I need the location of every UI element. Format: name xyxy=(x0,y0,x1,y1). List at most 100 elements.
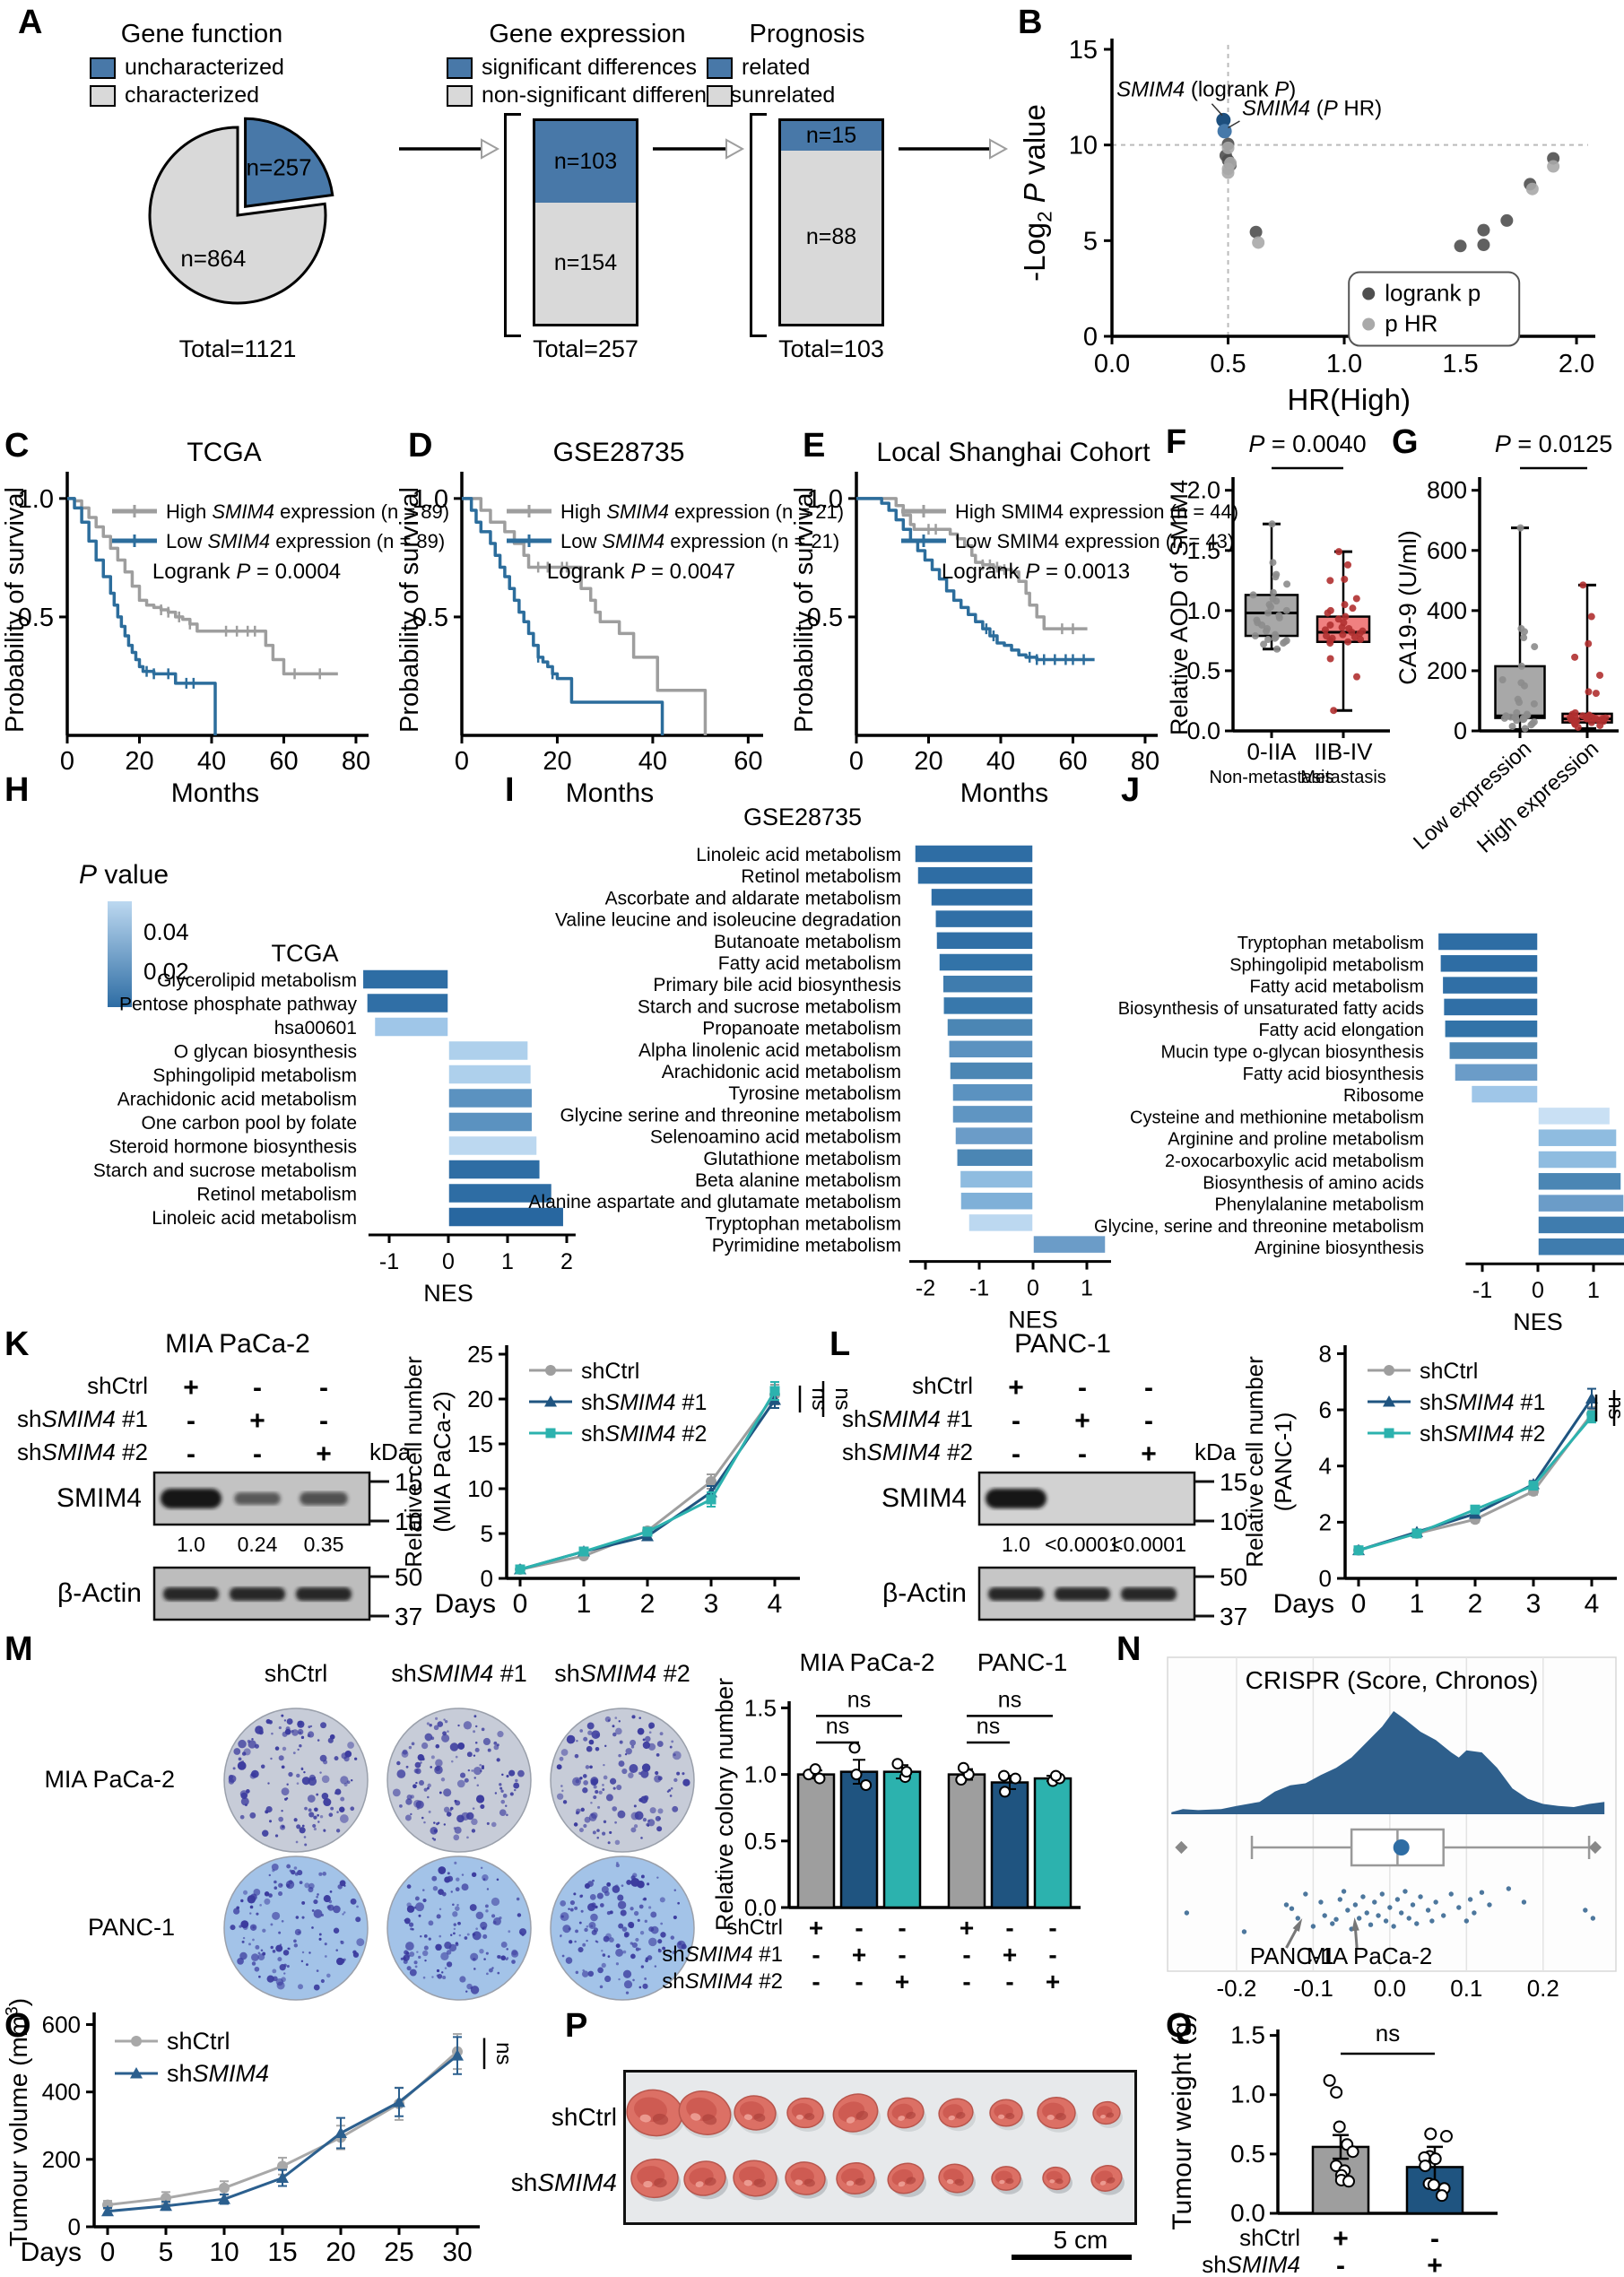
svg-text:ns: ns xyxy=(1621,1396,1624,1419)
svg-text:shCtrl: shCtrl xyxy=(1239,2224,1300,2251)
svg-text:MIA PaCa-2: MIA PaCa-2 xyxy=(44,1766,175,1793)
panel-label-p: P xyxy=(565,2007,588,2045)
svg-text:Linoleic acid metabolism: Linoleic acid metabolism xyxy=(696,845,901,865)
svg-text:-: - xyxy=(253,1373,262,1403)
svg-text:P = 0.0040: P = 0.0040 xyxy=(1248,430,1366,457)
svg-text:(MIA PaCa-2): (MIA PaCa-2) xyxy=(429,1391,456,1533)
svg-text:High SMIM4 expression (n = 44): High SMIM4 expression (n = 44) xyxy=(955,500,1238,523)
svg-text:-: - xyxy=(855,1914,863,1942)
svg-text:25: 25 xyxy=(384,2238,413,2267)
svg-text:shSMIM4 #1: shSMIM4 #1 xyxy=(17,1405,148,1432)
stacked-bar-segment: n=15 xyxy=(781,121,881,151)
gene-function-pie: n=257 n=864 xyxy=(148,117,334,305)
panel-label-k: K xyxy=(4,1325,30,1363)
svg-text:15: 15 xyxy=(1069,36,1098,65)
svg-text:200: 200 xyxy=(1427,657,1467,684)
svg-text:Arginine and proline metabolis: Arginine and proline metabolism xyxy=(1168,1130,1424,1150)
svg-text:Butanoate metabolism: Butanoate metabolism xyxy=(714,932,901,952)
hr-pvalue-scatter: 0.0 0.5 1.0 1.5 2.0 0 5 10 15 HR(High) -Log2​ P va… xyxy=(1018,36,1595,416)
svg-text:Propanoate metabolism: Propanoate metabolism xyxy=(702,1019,901,1039)
panel-label-o: O xyxy=(4,2007,31,2045)
legend-item: unrelated xyxy=(707,82,835,109)
svg-text:Months: Months xyxy=(960,778,1048,808)
svg-text:Glutathione metabolism: Glutathione metabolism xyxy=(703,1149,901,1169)
svg-text:SMIM4 (logrank P): SMIM4 (logrank P) xyxy=(1116,77,1296,101)
svg-text:1.0: 1.0 xyxy=(177,1533,205,1556)
svg-text:Biosynthesis of amino acids: Biosynthesis of amino acids xyxy=(1203,1173,1424,1193)
svg-text:80: 80 xyxy=(342,747,370,776)
svg-text:Low SMIM4 expression (n = 43): Low SMIM4 expression (n = 43) xyxy=(955,530,1234,552)
svg-text:ns: ns xyxy=(1376,2020,1400,2047)
svg-text:0: 0 xyxy=(455,747,469,776)
svg-text:15: 15 xyxy=(267,2238,297,2267)
svg-text:Fatty acid elongation: Fatty acid elongation xyxy=(1258,1021,1424,1040)
svg-text:+: + xyxy=(1003,1941,1017,1968)
svg-text:10: 10 xyxy=(209,2238,239,2267)
svg-text:1.5: 1.5 xyxy=(1186,537,1220,564)
nes-chart-cohort: Tryptophan metabolism Sphingolipid metabo… xyxy=(1094,932,1624,1335)
svg-text:0: 0 xyxy=(1027,1276,1039,1301)
svg-text:logrank p: logrank p xyxy=(1385,280,1481,307)
svg-text:-: - xyxy=(1144,1406,1153,1436)
svg-text:1.5: 1.5 xyxy=(1442,350,1478,378)
svg-text:2: 2 xyxy=(1468,1589,1483,1619)
svg-text:Months: Months xyxy=(171,778,259,808)
svg-text:-: - xyxy=(1336,2251,1345,2277)
svg-text:5: 5 xyxy=(1083,227,1098,256)
svg-text:Ascorbate and aldarate metabol: Ascorbate and aldarate metabolism xyxy=(605,888,901,908)
svg-text:0.5: 0.5 xyxy=(1230,2140,1265,2168)
svg-text:+: + xyxy=(1046,1968,1060,1995)
svg-text:80: 80 xyxy=(1131,747,1159,776)
svg-text:1.0: 1.0 xyxy=(18,485,54,514)
svg-text:20: 20 xyxy=(326,2238,355,2267)
svg-text:-: - xyxy=(1078,1439,1087,1469)
svg-text:NES: NES xyxy=(1513,1308,1563,1335)
svg-text:1: 1 xyxy=(1081,1276,1093,1301)
svg-text:Probability of survival: Probability of survival xyxy=(1,487,30,733)
svg-text:3: 3 xyxy=(1526,1589,1541,1619)
svg-text:p HR: p HR xyxy=(1385,310,1437,337)
svg-text:shCtrl: shCtrl xyxy=(581,1359,639,1384)
svg-text:TCGA: TCGA xyxy=(187,438,261,467)
svg-text:ns: ns xyxy=(826,1714,849,1739)
gene-function-title: Gene function xyxy=(120,20,283,48)
panel-label-h: H xyxy=(4,771,30,809)
svg-text:40: 40 xyxy=(986,747,1015,776)
svg-text:0.5: 0.5 xyxy=(18,604,54,632)
svg-text:β-Actin: β-Actin xyxy=(57,1578,142,1608)
svg-text:Linoleic acid metabolism: Linoleic acid metabolism xyxy=(152,1208,357,1229)
svg-text:Logrank P = 0.0013: Logrank P = 0.0013 xyxy=(942,560,1130,584)
svg-text:0.5: 0.5 xyxy=(807,604,843,632)
prognosis-legend: related unrelated xyxy=(707,54,835,109)
svg-text:0: 0 xyxy=(1083,323,1098,352)
svg-text:40: 40 xyxy=(638,747,667,776)
svg-text:0.5: 0.5 xyxy=(413,604,448,632)
svg-text:-: - xyxy=(855,1968,863,1995)
svg-text:Tryptophan metabolism: Tryptophan metabolism xyxy=(1238,934,1424,953)
svg-text:ns: ns xyxy=(807,1387,831,1410)
svg-text:Phenylalanine metabolism: Phenylalanine metabolism xyxy=(1215,1195,1424,1215)
svg-text:4: 4 xyxy=(768,1589,783,1619)
svg-text:shSMIM4 #2: shSMIM4 #2 xyxy=(842,1438,973,1465)
svg-text:Starch and sucrose metabolism: Starch and sucrose metabolism xyxy=(93,1160,357,1181)
panel-label-m: M xyxy=(4,1630,33,1668)
svg-text:GSE28735: GSE28735 xyxy=(743,804,862,830)
svg-text:shSMIM4: shSMIM4 xyxy=(1202,2251,1300,2277)
svg-text:+: + xyxy=(809,1914,823,1942)
svg-text:0-IIA: 0-IIA xyxy=(1247,738,1298,765)
svg-text:High SMIM4 expression (n = 89): High SMIM4 expression (n = 89) xyxy=(166,500,449,523)
svg-text:0: 0 xyxy=(442,1249,455,1274)
svg-text:ns: ns xyxy=(491,2042,516,2064)
panel-label-b: B xyxy=(1018,4,1043,41)
legend-item: uncharacterized xyxy=(90,54,284,82)
svg-text:1.0: 1.0 xyxy=(1002,1533,1030,1556)
svg-text:shSMIM4 #1: shSMIM4 #1 xyxy=(391,1660,527,1687)
svg-text:20: 20 xyxy=(543,747,571,776)
svg-text:Glycine serine and threonine m: Glycine serine and threonine metabolism xyxy=(560,1105,901,1125)
panel-label-d: D xyxy=(408,427,433,465)
svg-text:-: - xyxy=(319,1373,328,1403)
panel-label-l: L xyxy=(829,1325,851,1363)
svg-text:Retinol metabolism: Retinol metabolism xyxy=(196,1185,357,1205)
